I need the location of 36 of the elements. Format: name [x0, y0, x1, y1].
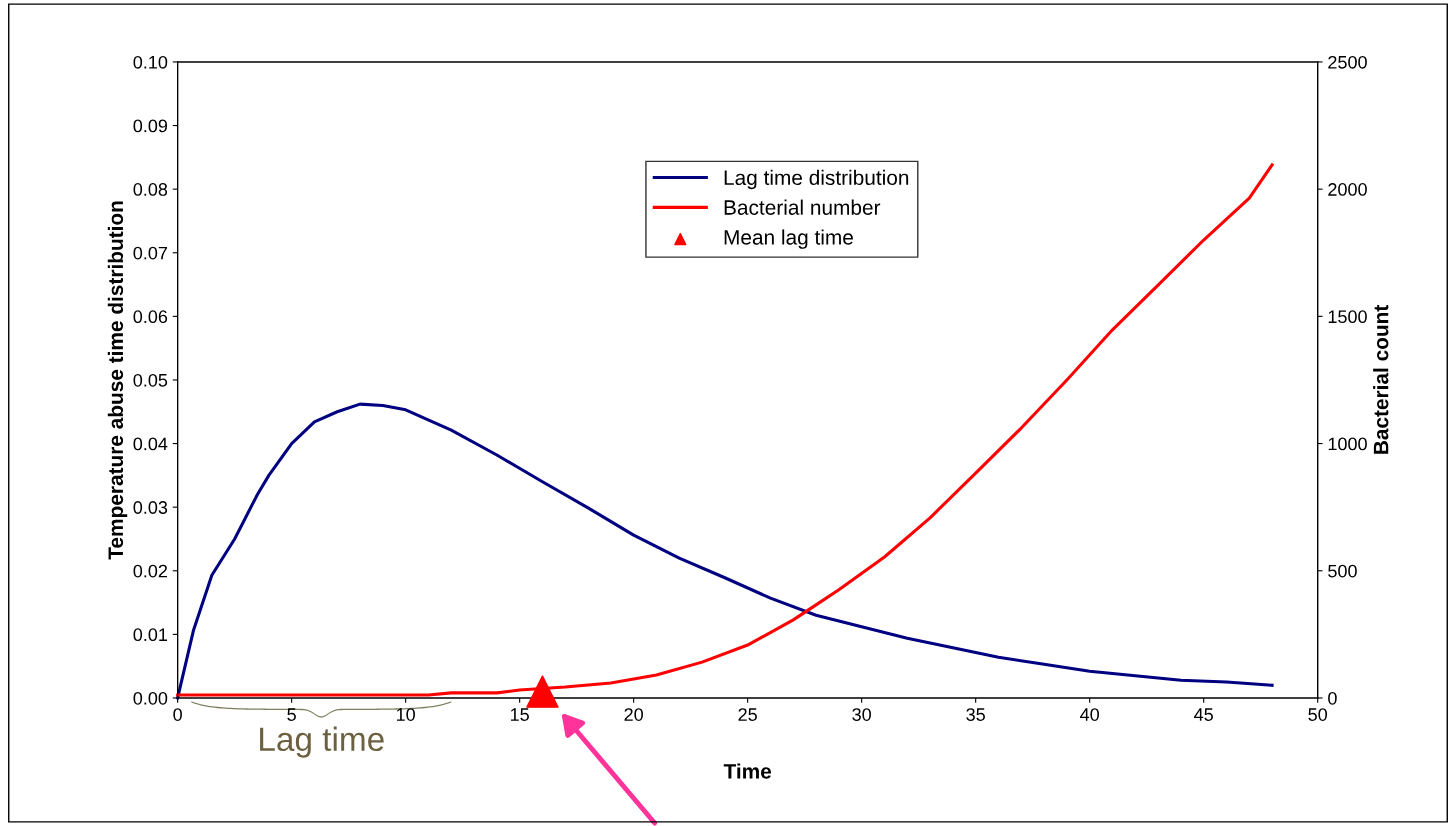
x-tick-label: 45 — [1194, 708, 1213, 721]
legend-label: Lag time distribution — [724, 169, 909, 190]
y-tick-label: 0.09 — [133, 119, 168, 133]
x-tick-label: 10 — [396, 708, 415, 721]
y-tick-label: 0.00 — [133, 691, 168, 705]
legend-label: Bacterial number — [724, 199, 881, 215]
x-tick-label: 35 — [966, 708, 985, 721]
y-tick-label: 0.08 — [133, 183, 168, 196]
x-tick-label: 20 — [624, 708, 643, 721]
y2-tick-label: 1000 — [1328, 437, 1367, 451]
y-tick-label: 0.06 — [133, 310, 168, 324]
x-tick-label: 5 — [287, 708, 296, 721]
x-tick-label: 50 — [1308, 708, 1328, 721]
legend-label: Mean lag time — [724, 229, 853, 249]
y-tick-label: 0.02 — [133, 564, 168, 578]
x-tick-label: 30 — [852, 708, 871, 721]
y2-tick-label: 2000 — [1328, 183, 1367, 196]
y-tick-label: 0.07 — [133, 246, 168, 260]
y2-tick-label: 0 — [1328, 691, 1337, 705]
y-tick-label: 0.05 — [133, 373, 168, 387]
y2-tick-label: 500 — [1328, 564, 1357, 578]
y-axis-title: Temperature abuse time distribution — [107, 201, 128, 560]
x-tick-label: 25 — [738, 708, 757, 721]
x-tick-label: 15 — [510, 708, 529, 721]
y-tick-label: 0.04 — [133, 437, 168, 451]
x-tick-label: 40 — [1080, 708, 1100, 721]
y2-tick-label: 2500 — [1328, 55, 1367, 69]
text: Lag time — [260, 726, 384, 758]
y2-tick-label: 1500 — [1328, 310, 1367, 324]
x-tick-label: 0 — [173, 708, 182, 721]
y-tick-label: 0.03 — [133, 501, 168, 514]
y-tick-label: 0.10 — [133, 55, 168, 69]
y-tick-label: 0.01 — [133, 628, 168, 642]
line-series — [176, 402, 1274, 700]
y2-axis-title: Bacterial count — [1373, 304, 1389, 454]
x-axis-title: Time — [723, 763, 772, 779]
